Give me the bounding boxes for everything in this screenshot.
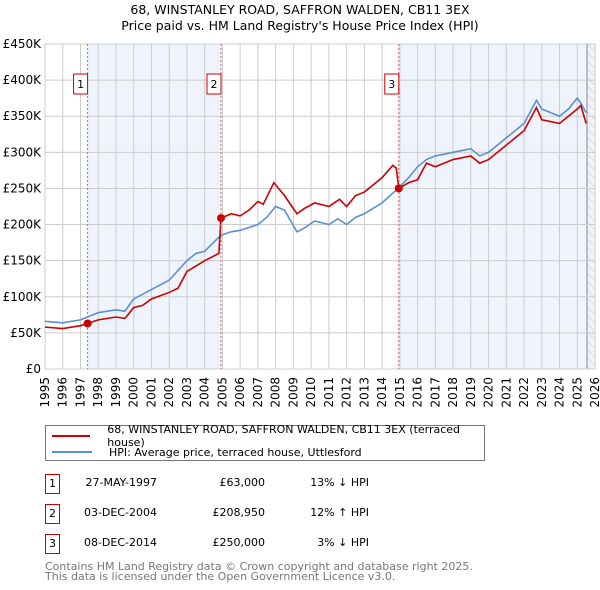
y-tick-label: £300K (3, 145, 43, 159)
x-tick-label: 2018 (446, 377, 460, 408)
x-tick-label: 2021 (499, 377, 513, 408)
x-tick-label: 1997 (73, 377, 87, 408)
chart-title: 68, WINSTANLEY ROAD, SAFFRON WALDEN, CB1… (130, 2, 470, 17)
transaction-number: 2 (45, 504, 60, 524)
shaded-period-1 (87, 44, 221, 369)
x-tick-label: 2017 (428, 377, 442, 408)
transaction-date: 03-DEC-2004 (83, 506, 157, 519)
x-tick-label: 2011 (322, 377, 336, 408)
x-tick-label: 2003 (180, 377, 194, 408)
transaction-hpi-diff: 13% ↓ HPI (310, 476, 369, 489)
transaction-row: 2 03-DEC-2004 £208,950 12% ↑ HPI (45, 504, 445, 524)
y-tick-label: £350K (3, 109, 43, 123)
x-tick-label: 2016 (411, 377, 425, 408)
legend-item-hpi: HPI: Average price, terraced house, Uttl… (46, 444, 362, 460)
legend-label: 68, WINSTANLEY ROAD, SAFFRON WALDEN, CB1… (107, 423, 461, 449)
plot-border (44, 43, 596, 370)
legend-swatch-property (52, 435, 91, 437)
property-price-line (44, 103, 587, 330)
transaction-number: 1 (45, 474, 60, 494)
hpi-line (44, 96, 587, 324)
transaction-date: 27-MAY-1997 (85, 476, 157, 489)
transaction-price: £250,000 (212, 536, 266, 549)
transaction-hpi-diff: 12% ↑ HPI (310, 506, 369, 519)
y-tick-label: £50K (10, 326, 42, 340)
x-tick-label: 2010 (304, 377, 318, 408)
price-chart: 1 2 3 £0 £50K £100K £150K £200K £250K £300K £350K £… (3, 37, 600, 408)
y-tick-label: £0 (26, 362, 41, 376)
x-tick-label: 2001 (144, 377, 158, 408)
sale-label: 3 (388, 78, 395, 91)
x-tick-label: 2012 (340, 377, 354, 408)
sale-point (217, 214, 225, 223)
legend: 68, WINSTANLEY ROAD, SAFFRON WALDEN, CB1… (45, 423, 485, 461)
x-tick-label: 1995 (38, 377, 52, 408)
x-tick-label: 2015 (393, 377, 407, 408)
sale-label: 1 (77, 78, 84, 91)
sale-label: 2 (211, 78, 218, 91)
x-tick-label: 2014 (375, 377, 389, 408)
transaction-price: £63,000 (219, 476, 266, 489)
y-tick-label: £150K (3, 254, 43, 268)
x-tick-label: 2020 (482, 377, 496, 408)
x-tick-label: 2019 (464, 377, 478, 408)
x-tick-label: 2009 (286, 377, 300, 408)
transaction-row: 1 27-MAY-1997 £63,000 13% ↓ HPI (45, 474, 445, 494)
x-tick-label: 2008 (269, 377, 283, 408)
y-tick-label: £200K (3, 218, 43, 232)
y-tick-label: £250K (3, 181, 43, 195)
x-tick-label: 2002 (162, 377, 176, 408)
x-tick-label: 2022 (517, 377, 531, 408)
x-tick-label: 2023 (535, 377, 549, 408)
transaction-date: 08-DEC-2014 (83, 536, 157, 549)
sale-point (83, 319, 92, 328)
x-tick-label: 2004 (198, 377, 212, 408)
x-tick-label: 2000 (127, 377, 141, 408)
y-tick-label: £400K (3, 73, 43, 87)
sale-label-box (73, 73, 89, 95)
x-tick-label: 2006 (233, 377, 247, 408)
footer-copyright: Contains HM Land Registry data © Crown c… (45, 560, 473, 573)
sale-point (394, 184, 403, 193)
x-tick-label: 1999 (109, 377, 123, 408)
y-tick-label: £450K (3, 37, 43, 51)
footer-licence: This data is licensed under the Open Gov… (45, 570, 396, 583)
transaction-price: £208,950 (212, 506, 266, 519)
transaction-row: 3 08-DEC-2014 £250,000 3% ↓ HPI (45, 534, 445, 554)
x-tick-label: 2005 (215, 377, 229, 408)
x-tick-label: 2024 (553, 377, 567, 408)
sale-label-box (206, 73, 222, 95)
chart-subtitle: Price paid vs. HM Land Registry's House … (121, 18, 479, 33)
x-tick-label: 2007 (251, 377, 265, 408)
sale-label-box (384, 73, 400, 95)
y-tick-label: £100K (3, 290, 43, 304)
x-tick-label: 2013 (357, 377, 371, 408)
x-tick-label: 2026 (588, 377, 600, 408)
transaction-number: 3 (45, 534, 60, 554)
x-tick-label: 2025 (570, 377, 584, 408)
legend-swatch-hpi (52, 451, 92, 453)
x-tick-label: 1996 (56, 377, 70, 408)
legend-label: HPI: Average price, terraced house, Uttl… (109, 445, 362, 459)
x-tick-label: 1998 (91, 377, 105, 408)
transaction-hpi-diff: 3% ↓ HPI (317, 536, 369, 549)
legend-item-property: 68, WINSTANLEY ROAD, SAFFRON WALDEN, CB1… (46, 423, 484, 449)
future-hatch (587, 44, 595, 369)
shaded-period-3 (398, 44, 595, 369)
